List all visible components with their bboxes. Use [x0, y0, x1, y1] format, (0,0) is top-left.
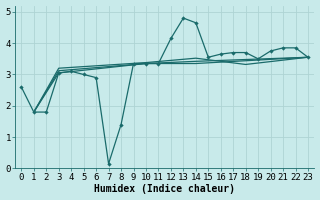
X-axis label: Humidex (Indice chaleur): Humidex (Indice chaleur)	[94, 184, 235, 194]
